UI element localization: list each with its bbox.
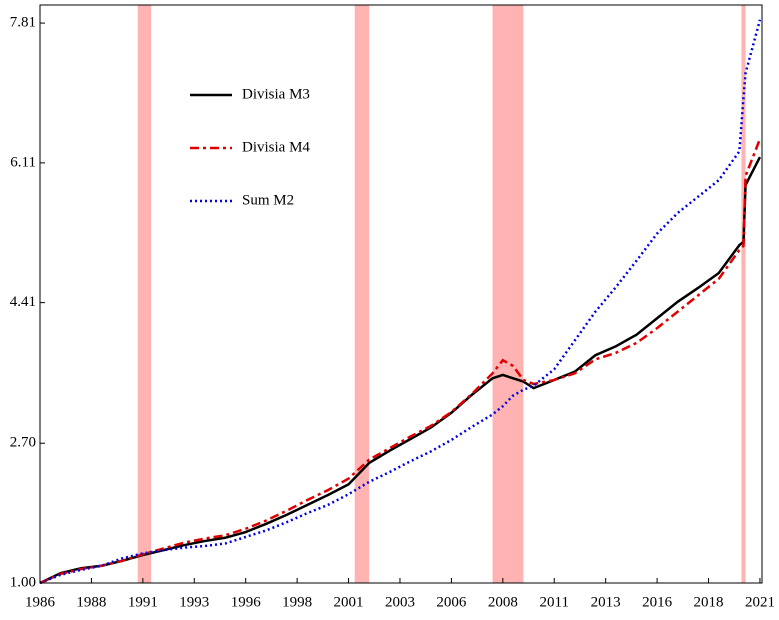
series-line bbox=[39, 19, 762, 585]
recession-band bbox=[492, 5, 524, 583]
y-tick-label: 6.11 bbox=[10, 154, 36, 170]
x-tick-label: 2011 bbox=[540, 594, 569, 610]
y-tick-label: 4.41 bbox=[10, 294, 36, 310]
recession-band bbox=[354, 5, 370, 583]
recession-band bbox=[741, 5, 746, 583]
series-line bbox=[39, 156, 762, 585]
plot-frame bbox=[39, 4, 763, 584]
legend-label: Divisia M4 bbox=[242, 139, 310, 155]
x-tick-label: 1998 bbox=[282, 594, 312, 610]
x-tick-label: 1991 bbox=[128, 594, 158, 610]
recession-band bbox=[137, 5, 152, 583]
x-tick-label: 1986 bbox=[25, 594, 56, 610]
x-tick-label: 1988 bbox=[76, 594, 106, 610]
legend-label: Divisia M3 bbox=[242, 86, 310, 102]
x-tick-label: 2016 bbox=[642, 594, 673, 610]
x-tick-label: 2006 bbox=[436, 594, 467, 610]
y-tick-label: 2.70 bbox=[10, 435, 36, 451]
x-tick-label: 2001 bbox=[334, 594, 364, 610]
legend-label: Sum M2 bbox=[242, 192, 294, 208]
x-tick-label: 1996 bbox=[231, 594, 262, 610]
x-tick-label: 2003 bbox=[385, 594, 415, 610]
x-tick-label: 2008 bbox=[488, 594, 518, 610]
y-tick-label: 7.81 bbox=[10, 15, 36, 31]
y-tick-label: 1.00 bbox=[10, 574, 36, 590]
x-tick-label: 2018 bbox=[694, 594, 724, 610]
x-tick-label: 2013 bbox=[591, 594, 621, 610]
x-tick-label: 1993 bbox=[179, 594, 209, 610]
x-tick-label: 2021 bbox=[745, 594, 775, 610]
series-line bbox=[39, 138, 762, 585]
